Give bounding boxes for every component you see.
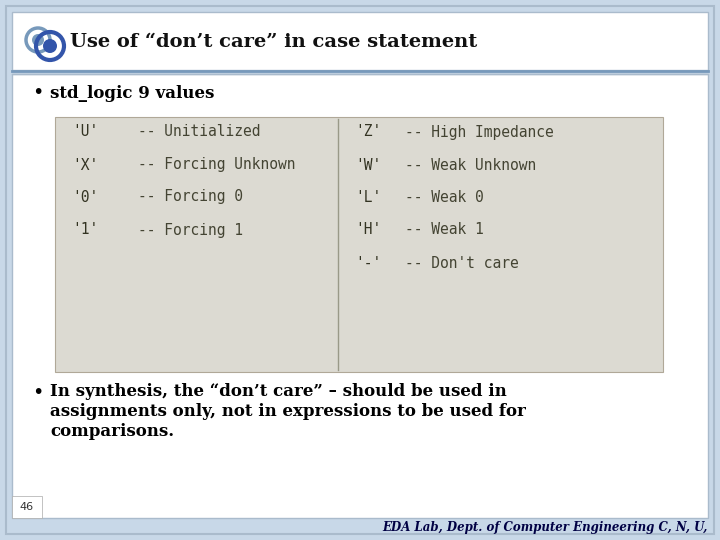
Text: •: • [32,382,43,402]
Text: 'Z': 'Z' [355,125,382,139]
Text: 46: 46 [20,502,34,512]
Text: comparisons.: comparisons. [50,423,174,441]
Text: '0': '0' [72,190,98,205]
Text: -- Weak Unknown: -- Weak Unknown [405,158,536,172]
Text: 'U': 'U' [72,125,98,139]
Text: -- Forcing Unknown: -- Forcing Unknown [138,158,295,172]
Text: 'L': 'L' [355,190,382,205]
Text: std_logic 9 values: std_logic 9 values [50,84,215,102]
Text: -- Weak 0: -- Weak 0 [405,190,484,205]
Text: assignments only, not in expressions to be used for: assignments only, not in expressions to … [50,403,526,421]
Text: '-': '-' [355,255,382,271]
Text: -- High Impedance: -- High Impedance [405,125,554,139]
Circle shape [32,34,44,46]
FancyBboxPatch shape [6,6,714,534]
Circle shape [43,39,57,53]
Text: -- Weak 1: -- Weak 1 [405,222,484,238]
FancyBboxPatch shape [12,74,708,518]
Text: -- Forcing 0: -- Forcing 0 [138,190,243,205]
FancyBboxPatch shape [12,12,708,70]
Text: In synthesis, the “don’t care” – should be used in: In synthesis, the “don’t care” – should … [50,383,507,401]
Text: •: • [32,84,43,103]
Text: -- Forcing 1: -- Forcing 1 [138,222,243,238]
FancyBboxPatch shape [55,117,663,372]
Text: 'H': 'H' [355,222,382,238]
Text: EDA Lab, Dept. of Computer Engineering C, N, U,: EDA Lab, Dept. of Computer Engineering C… [382,521,708,534]
Text: -- Unitialized: -- Unitialized [138,125,261,139]
Text: 'W': 'W' [355,158,382,172]
Text: '1': '1' [72,222,98,238]
Text: 'X': 'X' [72,158,98,172]
Text: Use of “don’t care” in case statement: Use of “don’t care” in case statement [70,33,477,51]
FancyBboxPatch shape [12,496,42,518]
Text: -- Don't care: -- Don't care [405,255,518,271]
